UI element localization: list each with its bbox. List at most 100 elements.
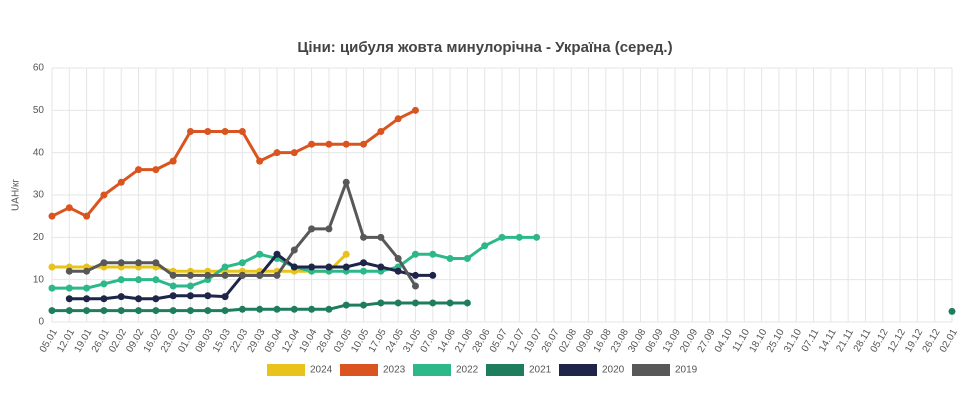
data-point (481, 242, 489, 250)
data-point (360, 301, 368, 309)
data-point (411, 250, 419, 258)
data-point (290, 149, 298, 157)
legend-swatch (267, 364, 305, 376)
data-point (377, 128, 385, 135)
data-point (411, 106, 419, 114)
y-tick-label: 0 (38, 317, 44, 328)
legend-item[interactable]: 2023 (340, 364, 406, 376)
y-tick-label: 50 (33, 105, 45, 116)
data-point (429, 271, 437, 279)
y-axis-label: UAH/кг (11, 179, 22, 211)
data-point (394, 115, 402, 123)
data-point (325, 263, 333, 271)
data-point (100, 307, 108, 315)
data-point (135, 166, 143, 174)
data-point (463, 255, 471, 262)
y-tick-label: 10 (33, 274, 45, 285)
data-point (446, 299, 454, 307)
data-point (204, 271, 212, 279)
legend-item[interactable]: 2021 (486, 364, 552, 376)
data-point (515, 233, 523, 241)
legend-item[interactable]: 2024 (267, 364, 333, 376)
data-point (360, 259, 368, 267)
data-point (169, 271, 177, 279)
data-point (169, 307, 177, 315)
data-point (135, 307, 143, 315)
data-point (256, 271, 264, 279)
data-point (429, 299, 437, 307)
data-point (446, 255, 454, 262)
data-point (48, 263, 56, 271)
data-point (290, 305, 298, 313)
legend-label: 2023 (383, 365, 406, 376)
data-point (533, 233, 541, 241)
data-point (377, 233, 385, 241)
data-point (377, 263, 385, 271)
legend-swatch (559, 364, 597, 376)
data-point (411, 299, 419, 307)
data-point (186, 292, 194, 300)
data-point (221, 307, 229, 315)
data-point (308, 140, 316, 148)
data-point (342, 140, 350, 148)
data-point (256, 250, 264, 258)
data-point (221, 293, 229, 301)
data-point (117, 307, 125, 315)
data-point (48, 212, 56, 220)
data-point (221, 271, 229, 279)
data-point (135, 295, 143, 303)
data-point (83, 307, 91, 315)
data-point (65, 307, 73, 315)
data-point (152, 295, 160, 303)
data-point (152, 307, 160, 315)
data-point (169, 282, 177, 290)
data-point (394, 255, 402, 262)
data-point (186, 307, 194, 315)
data-point (221, 128, 229, 135)
legend-item[interactable]: 2022 (413, 364, 479, 376)
legend-label: 2021 (529, 365, 552, 376)
data-point (308, 225, 316, 233)
data-point (273, 271, 281, 279)
data-point (411, 271, 419, 279)
legend-label: 2024 (310, 365, 333, 376)
series-line (51, 108, 417, 218)
data-point (463, 299, 471, 307)
data-point (498, 233, 506, 241)
data-point (948, 307, 956, 315)
data-point (83, 267, 91, 275)
data-point (135, 259, 143, 267)
data-point (117, 276, 125, 284)
data-point (152, 166, 160, 174)
data-point (360, 140, 368, 148)
data-point (360, 233, 368, 241)
data-point (394, 299, 402, 307)
legend-label: 2022 (456, 365, 479, 376)
data-point (65, 284, 73, 292)
legend-item[interactable]: 2019 (632, 364, 698, 376)
x-tick-label: 31.10 (782, 327, 804, 355)
legend-swatch (413, 364, 451, 376)
data-point (290, 263, 298, 271)
data-point (342, 178, 350, 186)
data-point (48, 284, 56, 292)
data-point (204, 292, 212, 300)
data-point (256, 157, 264, 165)
data-point (238, 259, 246, 267)
x-tick-label: 04.10 (713, 327, 735, 355)
data-point (273, 250, 281, 258)
legend-label: 2020 (602, 365, 625, 376)
data-point (117, 293, 125, 301)
data-point (135, 276, 143, 284)
y-tick-label: 40 (33, 147, 45, 158)
x-tick-label: 02.01 (938, 327, 960, 355)
chart-title: Ціни: цибуля жовта минулорічна - Україна… (297, 39, 672, 56)
legend-swatch (632, 364, 670, 376)
y-tick-label: 60 (33, 63, 45, 74)
data-point (429, 250, 437, 258)
data-point (169, 157, 177, 165)
legend-item[interactable]: 2020 (559, 364, 625, 376)
data-point (290, 246, 298, 254)
data-point (273, 149, 281, 157)
